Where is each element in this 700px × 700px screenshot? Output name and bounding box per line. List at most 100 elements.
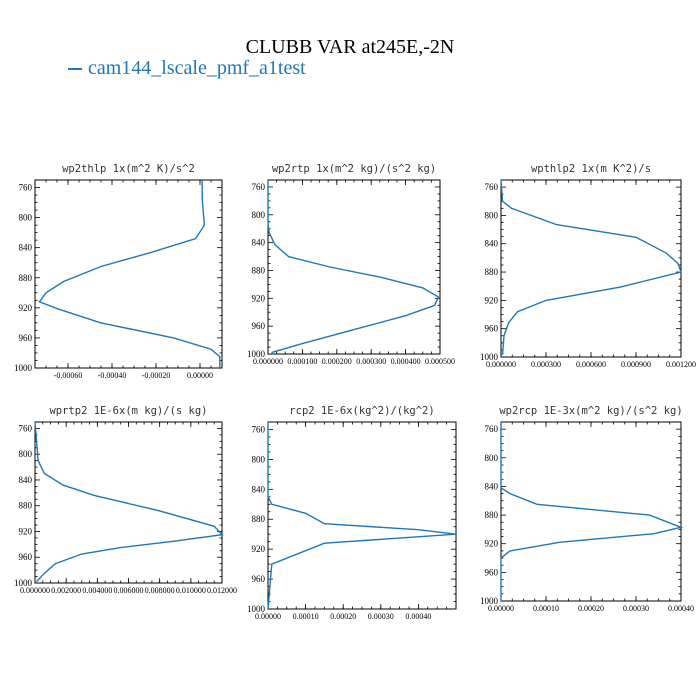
x-tick-label: 0.00030: [623, 604, 649, 613]
series-line: [500, 422, 684, 601]
y-tick-label: 840: [485, 481, 499, 491]
x-tick-label: 0.002000: [51, 586, 81, 595]
y-tick-label: 960: [252, 574, 266, 584]
x-tick-label: 0.00020: [578, 604, 604, 613]
panel-title: wprtp2 1E-6x(m kg)/(s kg): [49, 405, 207, 417]
panel-title: wp2rtp 1x(m^2 kg)/(s^2 kg): [272, 163, 436, 175]
y-tick-label: 920: [485, 539, 499, 549]
x-tick-label: 0.008000: [145, 586, 175, 595]
x-tick-label: 0.00000: [187, 371, 213, 380]
y-tick-label: 1000: [14, 578, 33, 588]
plot-frame: [267, 179, 441, 355]
x-tick-label: 0.000300: [356, 357, 386, 366]
y-tick-label: 920: [252, 293, 266, 303]
x-tick-label: 0.000300: [531, 360, 561, 369]
panel-title: wp2rcp 1E-3x(m^2 kg)/(s^2 kg): [499, 405, 682, 417]
y-tick-label: 800: [252, 210, 266, 220]
x-tick-label: 0.000200: [322, 357, 352, 366]
y-tick-label: 880: [485, 267, 499, 277]
x-tick-label: 0.00010: [533, 604, 559, 613]
x-tick-label: 0.000000: [20, 586, 50, 595]
y-tick-label: 1000: [480, 596, 499, 606]
x-tick-label: 0.00040: [405, 612, 431, 621]
x-tick-label: 0.000400: [391, 357, 421, 366]
y-tick-label: 760: [485, 424, 499, 434]
x-tick-label: 0.00000: [255, 612, 281, 621]
panel-3: wpthlp2 1x(m K^2)/s 760 800 840 880 920 960 100…: [480, 163, 696, 369]
x-tick-label: 0.012000: [207, 586, 237, 595]
panel-2: wp2rtp 1x(m^2 kg)/(s^2 kg) 760 800 840 880 92…: [247, 163, 455, 366]
y-tick-label: 840: [252, 238, 266, 248]
y-tick-label: 840: [485, 239, 499, 249]
y-tick-label: 800: [485, 453, 499, 463]
x-tick-label: 0.000100: [287, 357, 317, 366]
x-tick-label: 0.006000: [114, 586, 144, 595]
x-tick-label: 0.000900: [621, 360, 651, 369]
y-tick-label: 920: [252, 544, 266, 554]
y-tick-label: 960: [485, 324, 499, 334]
x-tick-label: 0.000600: [576, 360, 606, 369]
y-tick-label: 920: [485, 295, 499, 305]
plot-frame: [500, 179, 682, 358]
panel-4: wprtp2 1E-6x(m kg)/(s kg) 760 800 840 880 920…: [14, 405, 237, 595]
y-tick-label: 880: [19, 273, 33, 283]
y-tick-label: 840: [252, 484, 266, 494]
x-tick-label: 0.00040: [668, 604, 694, 613]
legend: cam144_lscale_pmf_a1test: [68, 57, 306, 80]
chart-title: CLUBB VAR at245E,-2N: [245, 36, 455, 58]
panel-6: wp2rcp 1E-3x(m^2 kg)/(s^2 kg)760 800 840 88…: [480, 405, 694, 613]
panel-5: rcp2 1E-6x(kg^2)/(kg^2) 760 800 840 880 920 96…: [247, 405, 457, 621]
y-tick-label: 1000: [480, 352, 499, 362]
x-tick-label: 0.000000: [253, 357, 283, 366]
y-tick-label: 880: [19, 501, 33, 511]
panel-1: wp2thlp 1x(m^2 K)/s^2 760 800 840 880 920 960 1…: [14, 163, 223, 380]
y-tick-label: 760: [485, 182, 499, 192]
panel-title: wpthlp2 1x(m K^2)/s: [531, 163, 651, 175]
plot-frame: [34, 179, 223, 369]
plot-frame: [500, 421, 682, 602]
y-tick-label: 800: [19, 449, 33, 459]
panel-title: wp2thlp 1x(m^2 K)/s^2: [62, 163, 195, 175]
y-tick-label: 760: [19, 423, 33, 433]
series-line: [38, 180, 221, 368]
y-tick-label: 880: [252, 514, 266, 524]
x-tick-label: -0.00040: [98, 371, 127, 380]
legend-label: cam144_lscale_pmf_a1test: [88, 57, 306, 79]
y-tick-label: 880: [252, 265, 266, 275]
x-tick-label: 0.00010: [293, 612, 319, 621]
y-tick-label: 760: [252, 424, 266, 434]
y-tick-label: 800: [252, 454, 266, 464]
y-tick-label: 920: [19, 303, 33, 313]
x-tick-label: -0.00060: [54, 371, 83, 380]
y-tick-label: 800: [19, 213, 33, 223]
panel-title: rcp2 1E-6x(kg^2)/(kg^2): [289, 405, 434, 417]
x-tick-label: 0.000500: [425, 357, 455, 366]
x-tick-label: 0.010000: [176, 586, 206, 595]
series-line: [500, 179, 682, 355]
y-tick-label: 960: [252, 321, 266, 331]
y-tick-label: 960: [19, 333, 33, 343]
y-tick-label: 960: [485, 567, 499, 577]
y-tick-label: 960: [19, 552, 33, 562]
y-tick-label: 1000: [247, 349, 266, 359]
y-tick-label: 880: [485, 510, 499, 520]
y-tick-label: 840: [19, 243, 33, 253]
x-tick-label: 0.00020: [330, 612, 356, 621]
legend-swatch: [68, 68, 82, 71]
series-line: [267, 180, 440, 354]
y-tick-label: 1000: [247, 604, 266, 614]
x-tick-label: 0.00000: [488, 604, 514, 613]
y-tick-label: 760: [252, 182, 266, 192]
y-tick-label: 760: [19, 183, 33, 193]
x-tick-label: 0.000000: [486, 360, 516, 369]
series-line: [267, 422, 457, 610]
y-tick-label: 840: [19, 475, 33, 485]
y-tick-label: 800: [485, 210, 499, 220]
x-tick-label: 0.004000: [82, 586, 112, 595]
x-tick-label: 0.001200: [666, 360, 696, 369]
plot-frame: [34, 421, 223, 584]
series-line: [34, 421, 224, 583]
plot-frame: [267, 421, 457, 610]
y-tick-label: 1000: [14, 363, 33, 373]
